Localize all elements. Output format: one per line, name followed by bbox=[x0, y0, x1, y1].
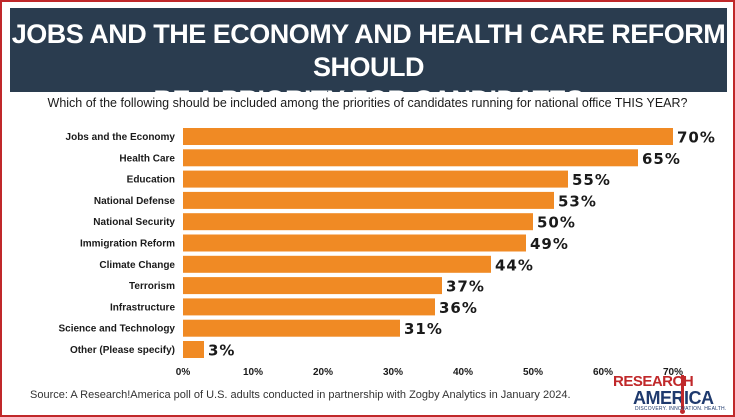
bar-terrorism bbox=[183, 277, 442, 295]
value-label-terrorism: 37% bbox=[446, 278, 485, 296]
category-label-education: Education bbox=[127, 175, 175, 186]
category-label-national-defense: National Defense bbox=[94, 196, 176, 207]
survey-question: Which of the following should be include… bbox=[47, 96, 688, 110]
category-label-science-and-technology: Science and Technology bbox=[58, 324, 175, 335]
value-label-infrastructure: 36% bbox=[439, 299, 478, 317]
category-label-national-security: National Security bbox=[93, 217, 175, 228]
category-label-jobs-and-the-economy: Jobs and the Economy bbox=[66, 132, 176, 143]
category-label-other-please-specify: Other (Please specify) bbox=[70, 345, 175, 356]
value-label-other-please-specify: 3% bbox=[208, 342, 235, 360]
logo-tagline: DISCOVERY. INNOVATION. HEALTH. bbox=[635, 406, 727, 412]
x-tick-label: 0% bbox=[176, 367, 191, 378]
research-america-logo: RESEARCH AMERICA DISCOVERY. INNOVATION. … bbox=[613, 373, 727, 414]
value-label-jobs-and-the-economy: 70% bbox=[677, 129, 716, 147]
source-note: Source: A Research!America poll of U.S. … bbox=[30, 389, 571, 401]
x-tick-label: 50% bbox=[523, 367, 543, 378]
x-tick-label: 70% bbox=[663, 367, 683, 378]
chart-title-line-1: JOBS AND THE ECONOMY AND HEALTH CARE REF… bbox=[11, 19, 726, 82]
bar-science-and-technology bbox=[183, 319, 400, 337]
value-label-health-care: 65% bbox=[642, 150, 681, 168]
value-label-education: 55% bbox=[572, 171, 611, 189]
value-label-national-defense: 53% bbox=[558, 192, 597, 210]
bar-infrastructure bbox=[183, 298, 435, 316]
bar-health-care bbox=[183, 149, 638, 167]
logo-line-1: RESEARCH bbox=[613, 373, 694, 390]
chart-title: JOBS AND THE ECONOMY AND HEALTH CARE REF… bbox=[10, 18, 727, 117]
category-label-infrastructure: Infrastructure bbox=[110, 302, 175, 313]
x-tick-label: 20% bbox=[313, 367, 333, 378]
logo-exclamation-bar bbox=[681, 375, 684, 409]
value-label-climate-change: 44% bbox=[495, 256, 534, 274]
category-label-immigration-reform: Immigration Reform bbox=[80, 239, 175, 250]
bar-national-defense bbox=[183, 191, 554, 209]
title-banner: JOBS AND THE ECONOMY AND HEALTH CARE REF… bbox=[10, 8, 727, 115]
x-tick-label: 60% bbox=[593, 367, 613, 378]
bar-national-security bbox=[183, 213, 533, 231]
chart-title-line-2: BE A PRIORITY FOR CANDIDATES bbox=[153, 85, 584, 115]
x-tick-label: 10% bbox=[243, 367, 263, 378]
logo-line-2: AMERICA bbox=[633, 388, 714, 408]
category-label-terrorism: Terrorism bbox=[129, 281, 175, 292]
x-tick-label: 30% bbox=[383, 367, 403, 378]
category-label-health-care: Health Care bbox=[119, 153, 175, 164]
category-label-climate-change: Climate Change bbox=[99, 260, 175, 271]
bar-education bbox=[183, 170, 568, 188]
value-label-immigration-reform: 49% bbox=[530, 235, 569, 253]
x-tick-label: 40% bbox=[453, 367, 473, 378]
value-label-national-security: 50% bbox=[537, 214, 576, 232]
bar-climate-change bbox=[183, 255, 491, 273]
bar-other-please-specify bbox=[183, 341, 204, 358]
bar-jobs-and-the-economy bbox=[183, 128, 673, 145]
value-label-science-and-technology: 31% bbox=[404, 320, 443, 338]
bar-immigration-reform bbox=[183, 234, 526, 252]
logo-exclamation-dot bbox=[680, 409, 685, 414]
